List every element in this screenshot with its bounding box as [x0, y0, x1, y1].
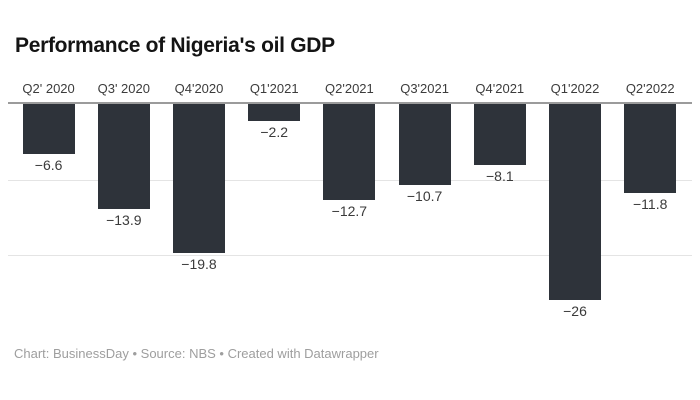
bar: [173, 104, 225, 254]
category-label: Q2'2021: [325, 81, 374, 96]
footer-attribution: Chart: BusinessDay • Source: NBS • Creat…: [14, 346, 379, 361]
category-label: Q3'2021: [400, 81, 449, 96]
category-label: Q3' 2020: [97, 81, 150, 96]
value-label: −26: [563, 303, 587, 320]
value-label: −11.8: [632, 196, 668, 213]
value-label: −12.7: [331, 202, 368, 219]
value-label: −6.6: [34, 156, 63, 173]
gridline: [8, 255, 692, 256]
category-label: Q1'2022: [550, 81, 600, 96]
bar: [473, 104, 526, 166]
category-label: Q2'2022: [625, 81, 675, 96]
value-label: −10.7: [406, 187, 443, 204]
value-label: −13.9: [106, 211, 142, 228]
value-label: −19.8: [181, 256, 217, 273]
bar: [323, 104, 376, 200]
bar: [398, 104, 451, 185]
category-label: Q2' 2020: [22, 81, 75, 96]
bar: [22, 104, 75, 154]
value-label: −2.2: [260, 123, 289, 140]
category-label: Q4'2020: [174, 81, 224, 96]
page-title: Performance of Nigeria's oil GDP: [15, 34, 335, 57]
category-label: Q1'2021: [249, 81, 299, 96]
bar: [97, 104, 150, 209]
zero-baseline: [8, 102, 692, 104]
bar: [549, 104, 601, 301]
bar: [248, 104, 301, 121]
value-label: −8.1: [485, 168, 514, 185]
category-label: Q4'2021: [475, 81, 525, 96]
bar: [624, 104, 677, 194]
